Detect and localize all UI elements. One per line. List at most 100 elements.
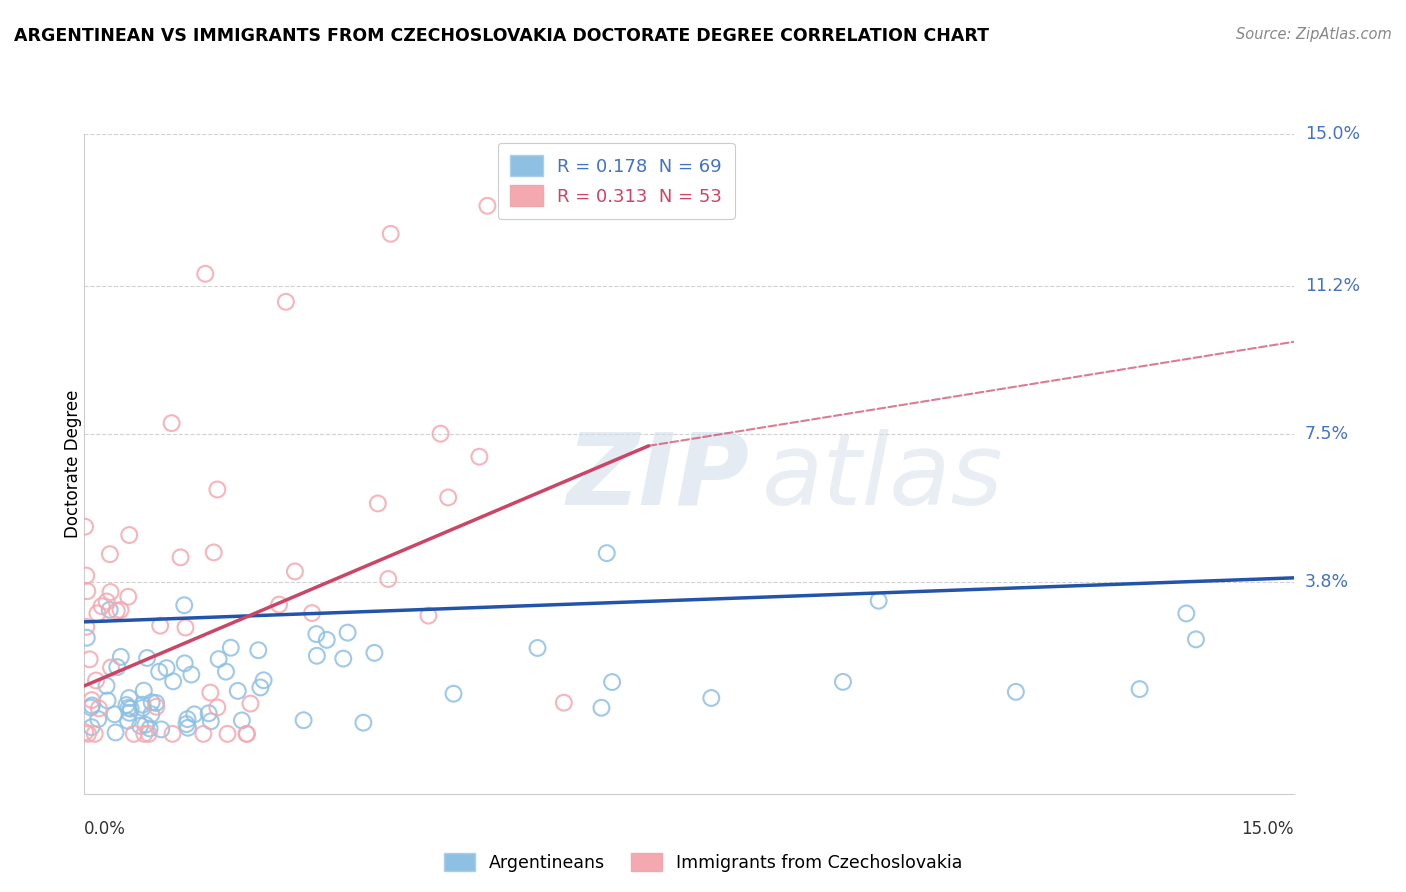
Point [118, 528, 141, 542]
Point [162, 727, 184, 741]
Point [136, 651, 159, 665]
Point [226, 684, 249, 698]
Text: 15.0%: 15.0% [1241, 820, 1294, 838]
Legend: Argentineans, Immigrants from Czechoslovakia: Argentineans, Immigrants from Czechoslov… [437, 847, 969, 879]
Point [553, 696, 575, 710]
Point [134, 727, 156, 741]
Point [177, 721, 200, 735]
Point [305, 627, 328, 641]
Point [149, 618, 172, 632]
Point [183, 707, 205, 722]
Point [284, 565, 307, 579]
Point [118, 706, 141, 720]
Point [173, 599, 195, 613]
Point [215, 665, 238, 679]
Point [194, 267, 217, 281]
Point [150, 723, 173, 737]
Point [247, 643, 270, 657]
Point [155, 661, 177, 675]
Point [193, 727, 215, 741]
Point [75, 620, 97, 634]
Point [305, 648, 328, 663]
Text: atlas: atlas [762, 428, 1002, 525]
Point [110, 603, 132, 617]
Point [377, 572, 399, 586]
Point [231, 714, 253, 728]
Point [86, 607, 108, 621]
Point [87, 712, 110, 726]
Legend: R = 0.178  N = 69, R = 0.313  N = 53: R = 0.178 N = 69, R = 0.313 N = 53 [498, 143, 735, 219]
Point [162, 674, 184, 689]
Point [269, 598, 291, 612]
Point [249, 681, 271, 695]
Point [315, 632, 337, 647]
Point [1129, 682, 1152, 697]
Point [596, 546, 619, 560]
Point [235, 727, 257, 741]
Point [176, 712, 198, 726]
Point [1175, 607, 1198, 621]
Point [80, 698, 103, 713]
Point [180, 667, 202, 681]
Point [96, 594, 118, 608]
Point [100, 585, 122, 599]
Point [1185, 632, 1208, 647]
Text: 3.8%: 3.8% [1305, 573, 1348, 591]
Point [418, 608, 440, 623]
Point [104, 707, 127, 722]
Point [429, 426, 451, 441]
Point [591, 700, 613, 714]
Point [98, 547, 121, 561]
Point [219, 640, 242, 655]
Point [176, 717, 198, 731]
Point [292, 713, 315, 727]
Point [174, 620, 197, 634]
Point [202, 545, 225, 559]
Point [96, 679, 118, 693]
Point [87, 701, 110, 715]
Point [90, 599, 112, 614]
Point [75, 725, 97, 739]
Point [363, 646, 385, 660]
Point [76, 584, 98, 599]
Point [98, 603, 121, 617]
Point [80, 693, 103, 707]
Point [79, 652, 101, 666]
Point [105, 604, 128, 618]
Point [134, 717, 156, 731]
Point [84, 673, 107, 688]
Point [200, 685, 222, 699]
Point [75, 568, 97, 582]
Point [477, 199, 499, 213]
Point [77, 727, 100, 741]
Point [207, 652, 229, 666]
Point [336, 625, 359, 640]
Point [117, 700, 139, 714]
Point [76, 631, 98, 645]
Point [117, 590, 139, 604]
Point [97, 693, 120, 707]
Point [207, 483, 229, 497]
Point [301, 606, 323, 620]
Text: 11.2%: 11.2% [1305, 277, 1360, 295]
Point [367, 496, 389, 510]
Point [868, 593, 890, 607]
Point [526, 640, 548, 655]
Y-axis label: Doctorate Degree: Doctorate Degree [65, 390, 82, 538]
Point [120, 701, 142, 715]
Point [131, 701, 153, 715]
Point [145, 696, 167, 710]
Point [600, 675, 623, 690]
Point [118, 691, 141, 706]
Point [80, 700, 103, 714]
Point [700, 690, 723, 705]
Point [104, 725, 127, 739]
Point [100, 660, 122, 674]
Text: Source: ZipAtlas.com: Source: ZipAtlas.com [1236, 27, 1392, 42]
Point [207, 700, 229, 714]
Point [80, 720, 103, 734]
Point [380, 227, 402, 241]
Point [236, 727, 259, 741]
Point [274, 294, 297, 309]
Point [141, 695, 163, 709]
